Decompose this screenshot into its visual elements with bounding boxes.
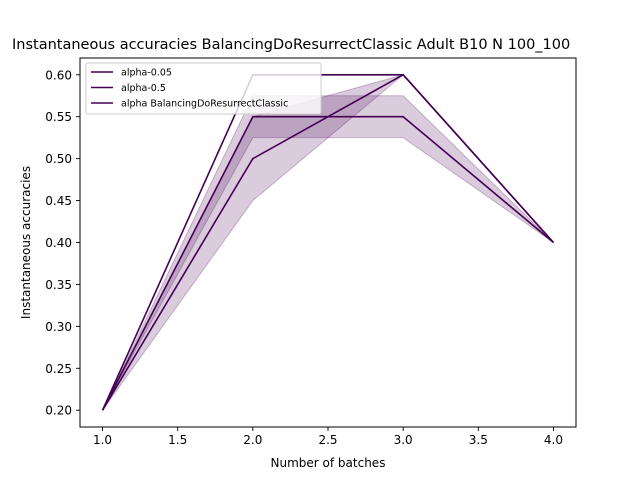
x-tick-label: 3.0	[394, 433, 413, 447]
y-tick-label: 0.35	[45, 278, 72, 292]
x-axis: 1.0 1.5 2.0 2.5 3.0 3.5 4.0	[93, 427, 563, 447]
y-tick-label: 0.30	[45, 320, 72, 334]
confidence-bands	[102, 74, 554, 411]
y-tick-label: 0.25	[45, 362, 72, 376]
y-tick-label: 0.55	[45, 110, 72, 124]
x-tick-label: 1.5	[168, 433, 187, 447]
x-tick-label: 1.0	[93, 433, 112, 447]
chart-title: Instantaneous accuracies BalancingDoResu…	[12, 37, 570, 53]
x-tick-label: 3.5	[469, 433, 488, 447]
x-tick-label: 2.5	[318, 433, 337, 447]
y-tick-label: 0.45	[45, 194, 72, 208]
x-tick-label: 4.0	[544, 433, 563, 447]
legend-label: alpha-0.5	[121, 83, 166, 94]
y-tick-label: 0.20	[45, 404, 72, 418]
series-line-3	[101, 115, 554, 411]
y-axis-label: Instantaneous accuracies	[19, 166, 33, 319]
x-axis-label: Number of batches	[271, 456, 386, 470]
legend-box	[85, 62, 322, 115]
x-tick-label: 2.0	[243, 433, 262, 447]
y-tick-label: 0.40	[45, 236, 72, 250]
series-lines	[101, 73, 555, 411]
y-tick-label: 0.50	[45, 152, 72, 166]
confidence-band-2	[102, 95, 554, 411]
y-tick-label: 0.60	[45, 68, 72, 82]
legend-label: alpha BalancingDoResurrectClassic	[121, 99, 288, 110]
legend-label: alpha-0.05	[121, 68, 172, 79]
y-axis: 0.20 0.25 0.30 0.35 0.40 0.45 0.50 0.55 0.60	[45, 68, 80, 418]
legend: alpha-0.05 alpha-0.5 alpha BalancingDoResu…	[85, 62, 322, 115]
